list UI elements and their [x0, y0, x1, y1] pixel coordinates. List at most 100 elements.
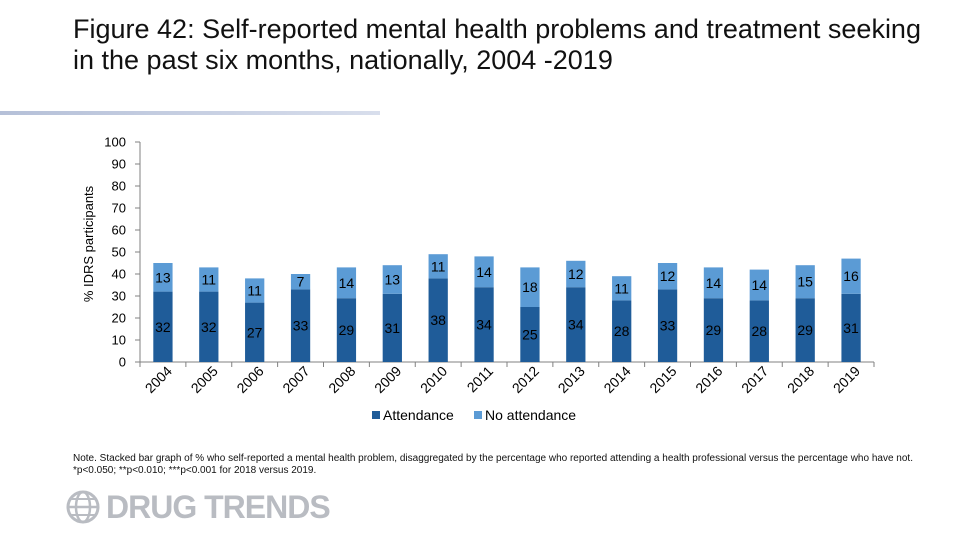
data-label-attendance: 27: [247, 324, 263, 340]
legend-swatch-no-attendance: [474, 411, 482, 419]
data-label-attendance: 34: [476, 317, 492, 333]
data-label-no-attendance: 12: [568, 266, 584, 282]
y-tick-label: 40: [112, 267, 126, 282]
data-label-attendance: 28: [614, 323, 630, 339]
data-label-no-attendance: 14: [706, 275, 722, 291]
data-label-attendance: 32: [201, 319, 217, 335]
bar-attendance: [612, 300, 632, 362]
bar-no-attendance: [841, 258, 861, 294]
data-label-no-attendance: 15: [797, 274, 813, 290]
drug-trends-logo: DRUG TRENDS: [66, 488, 331, 525]
bar-attendance: [657, 289, 678, 362]
data-label-attendance: 29: [706, 322, 722, 338]
bar-attendance: [520, 307, 540, 362]
bar-attendance: [290, 289, 311, 362]
data-label-attendance: 29: [339, 322, 355, 338]
bar-no-attendance: [520, 267, 540, 307]
bar-no-attendance: [657, 263, 678, 290]
data-label-no-attendance: 16: [843, 268, 859, 284]
bar-no-attendance: [199, 267, 219, 292]
x-tick-label: 2013: [555, 363, 588, 396]
bar-attendance: [749, 300, 769, 362]
stacked-bar-chart: 0 10 20 30 40 50 60 70 80 90 100 % IDRS participant…: [81, 135, 875, 423]
data-label-attendance: 32: [155, 319, 171, 335]
data-label-no-attendance: 18: [522, 279, 538, 295]
y-tick-label: 90: [112, 157, 126, 172]
y-tick-label: 50: [112, 245, 126, 260]
data-label-no-attendance: 13: [155, 269, 171, 285]
data-label-no-attendance: 11: [202, 272, 217, 288]
bar-attendance: [245, 302, 265, 362]
data-label-no-attendance: 11: [614, 280, 629, 296]
bar-attendance: [703, 298, 724, 362]
y-tick-label: 30: [112, 289, 126, 304]
bar-attendance: [336, 298, 357, 362]
legend-label-no-attendance: No attendance: [485, 407, 576, 423]
x-tick-label: 2019: [830, 363, 863, 396]
data-label-no-attendance: 14: [476, 264, 492, 280]
x-tick-label: 2007: [279, 363, 312, 396]
bar-no-attendance: [703, 267, 724, 299]
x-tick-label: 2009: [371, 363, 404, 396]
x-tick-label: 2006: [233, 363, 266, 396]
bar-attendance: [428, 278, 448, 362]
globe-logo-icon: [66, 490, 100, 524]
x-tick-label: 2012: [509, 363, 542, 396]
y-tick-label: 70: [112, 201, 126, 216]
bar-no-attendance: [428, 254, 448, 279]
data-label-attendance: 31: [385, 320, 401, 336]
bar-attendance: [474, 287, 494, 362]
y-tick-label: 100: [104, 135, 126, 150]
data-label-attendance: 34: [568, 317, 584, 333]
legend-swatch-attendance: [372, 411, 380, 419]
y-axis-title: % IDRS participants: [81, 185, 96, 302]
bar-attendance: [382, 293, 402, 362]
y-tick-label: 0: [119, 355, 126, 370]
bar-attendance: [795, 298, 815, 362]
data-label-no-attendance: 14: [752, 277, 768, 293]
legend-label-attendance: Attendance: [383, 407, 454, 423]
data-label-attendance: 28: [752, 323, 768, 339]
data-label-no-attendance: 14: [339, 275, 355, 291]
y-tick-label: 60: [112, 223, 126, 238]
chart-note: Note. Stacked bar graph of % who self-re…: [73, 453, 913, 476]
data-label-no-attendance: 12: [660, 268, 676, 284]
data-label-attendance: 31: [843, 320, 859, 336]
x-tick-label: 2010: [417, 363, 450, 396]
x-tick-label: 2011: [464, 363, 497, 396]
page-title: Figure 42: Self-reported mental health p…: [73, 14, 921, 75]
data-label-no-attendance: 11: [431, 258, 446, 274]
data-label-no-attendance: 11: [247, 283, 262, 299]
bar-no-attendance: [290, 274, 311, 290]
y-tick-label: 80: [112, 179, 126, 194]
x-tick-label: 2005: [188, 363, 221, 396]
data-label-attendance: 29: [797, 322, 813, 338]
bar-attendance: [566, 287, 586, 362]
bar-no-attendance: [566, 260, 586, 288]
logo-text: DRUG TRENDS: [106, 488, 331, 525]
bar-no-attendance: [749, 269, 769, 301]
x-tick-label: 2017: [738, 363, 771, 396]
data-label-attendance: 38: [430, 312, 446, 328]
bar-attendance: [199, 291, 219, 362]
x-tick-label: 2015: [646, 363, 679, 396]
y-tick-label: 10: [112, 333, 126, 348]
bar-no-attendance: [382, 265, 402, 294]
title-divider: [0, 111, 380, 115]
bar-no-attendance: [474, 256, 494, 288]
x-tick-label: 2018: [784, 363, 817, 396]
data-label-attendance: 25: [522, 327, 538, 343]
bar-no-attendance: [245, 278, 265, 303]
data-label-no-attendance: 7: [297, 274, 305, 290]
x-tick-label: 2008: [325, 363, 358, 396]
x-tick-label: 2014: [600, 363, 633, 396]
data-label-attendance: 33: [293, 318, 309, 334]
bar-no-attendance: [336, 267, 357, 299]
data-label-no-attendance: 13: [385, 272, 401, 288]
y-tick-label: 20: [112, 311, 126, 326]
x-tick-label: 2016: [692, 363, 725, 396]
bar-no-attendance: [795, 265, 815, 299]
data-label-attendance: 33: [660, 318, 676, 334]
bar-no-attendance: [612, 276, 632, 301]
bar-no-attendance: [153, 263, 173, 292]
